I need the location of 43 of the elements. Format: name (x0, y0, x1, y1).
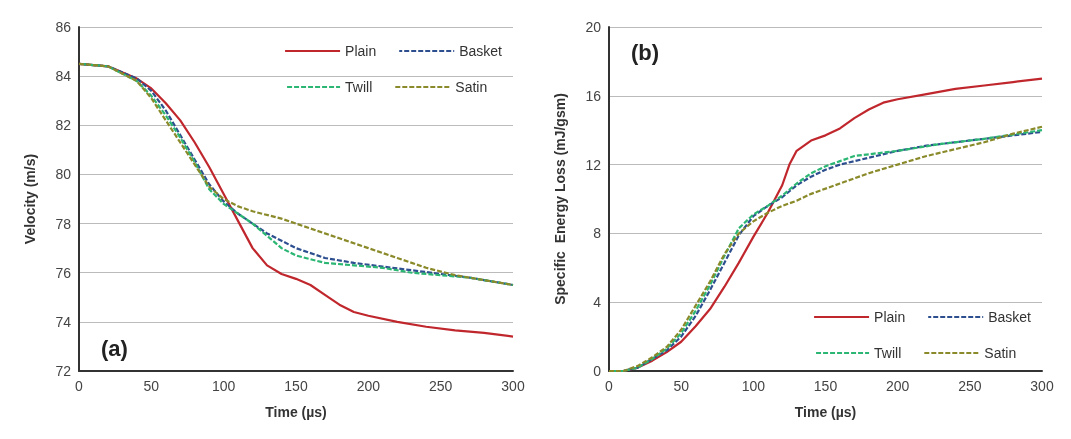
legend-label: Basket (459, 43, 503, 59)
x-tick-label: 100 (741, 378, 766, 394)
x-tick-label: 50 (673, 378, 690, 394)
y-tick-label: 16 (585, 87, 602, 104)
y-tick-label: 12 (585, 156, 602, 173)
x-tick-label: 250 (428, 378, 453, 394)
legend-label: Satin (455, 79, 488, 95)
x-tick-label: 150 (284, 378, 308, 394)
y-tick-label: 84 (55, 68, 72, 85)
annotation: (b) (631, 39, 660, 65)
x-tick-label: 150 (813, 378, 838, 394)
y-axis-title: Specific Energy Loss (mJ/gsm) (552, 93, 568, 305)
x-tick-label: 0 (75, 378, 84, 394)
y-tick-label: 76 (55, 264, 72, 281)
x-tick-label: 300 (1030, 378, 1054, 394)
line-series (77, 62, 515, 287)
annotation: (a) (101, 335, 128, 361)
x-tick-label: 200 (356, 378, 381, 394)
y-tick-label: 82 (55, 117, 72, 134)
y-tick-label: 74 (55, 313, 72, 330)
x-tick-label: 50 (143, 378, 160, 394)
y-tick-label: 72 (55, 363, 72, 379)
legend-label: Plain (874, 309, 906, 325)
x-tick-label: 100 (211, 378, 236, 394)
x-tick-label: 200 (885, 378, 910, 394)
x-tick-label: 300 (501, 378, 525, 394)
y-tick-label: 86 (55, 19, 72, 35)
legend-label: Basket (988, 309, 1032, 325)
y-tick-label: 20 (585, 19, 602, 35)
legend-label: Satin (984, 345, 1017, 361)
legend-label: Twill (345, 79, 373, 95)
x-axis-title: Time (µs) (265, 404, 327, 420)
y-tick-label: 8 (593, 225, 602, 242)
x-tick-label: 0 (605, 378, 614, 394)
x-axis-title: Time (µs) (794, 404, 857, 420)
y-axis-title: Velocity (m/s) (22, 153, 38, 245)
y-tick-label: 0 (593, 363, 602, 379)
legend-label: Plain (345, 43, 377, 59)
y-tick-label: 80 (55, 166, 72, 183)
y-tick-label: 78 (55, 215, 72, 232)
x-tick-label: 250 (958, 378, 982, 394)
y-tick-label: 4 (593, 294, 602, 311)
legend-label: Twill (874, 345, 902, 361)
